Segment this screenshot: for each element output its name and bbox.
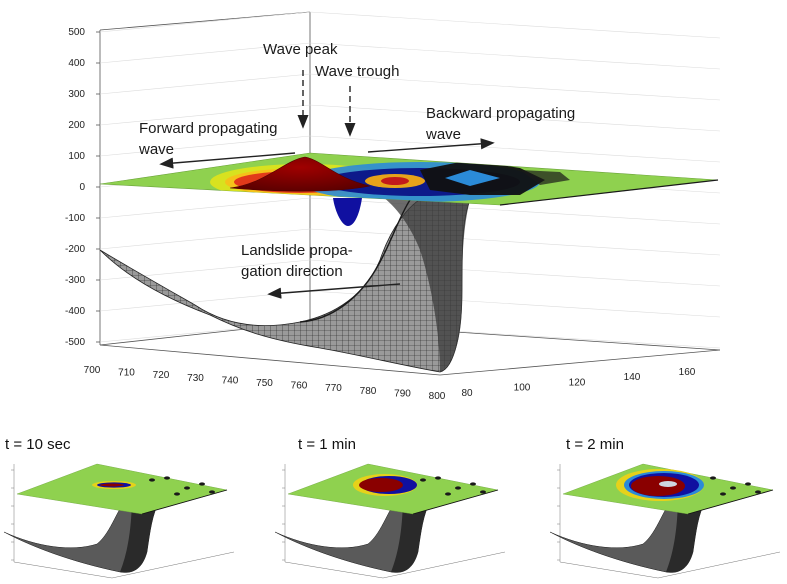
x-tick-label: 800 xyxy=(429,391,446,402)
wave-trough-shape xyxy=(333,198,362,226)
y-tick-label: 160 xyxy=(679,367,696,378)
x-tick-label: 790 xyxy=(394,388,411,399)
z-tick-label: 400 xyxy=(68,58,85,69)
z-tick-label: -200 xyxy=(65,244,85,255)
y-tick-label: 100 xyxy=(514,383,531,394)
z-tick-label: 300 xyxy=(68,89,85,100)
z-tick-label: -300 xyxy=(65,275,85,286)
grid-line xyxy=(99,73,311,95)
grid-line xyxy=(309,104,721,132)
mini-island xyxy=(745,482,751,486)
x-tick-label: 770 xyxy=(325,383,342,394)
z-tick-label: 0 xyxy=(79,182,85,193)
x-tick-label: 740 xyxy=(222,375,239,386)
backward-wave-arrow xyxy=(367,138,495,153)
mini-island xyxy=(164,476,170,480)
wave-trough-label: Wave trough xyxy=(315,63,400,80)
grid-line xyxy=(99,135,311,157)
x-tick-label: 730 xyxy=(187,373,204,384)
y-axis-ticks: 80 100 120 140 160 xyxy=(461,367,695,399)
landslide-label-line2: gation direction xyxy=(241,263,343,280)
snapshot-title-10sec: t = 10 sec xyxy=(5,436,71,453)
x-tick-label: 710 xyxy=(118,368,135,379)
mini-island xyxy=(730,486,736,490)
z-tick-label: 500 xyxy=(68,27,85,38)
landslide-label-line1: Landslide propa- xyxy=(241,242,353,259)
mini-axis xyxy=(284,561,384,579)
mini-wave-crest-foam xyxy=(659,481,677,487)
z-tick-label: 200 xyxy=(68,120,85,131)
mini-island xyxy=(720,492,726,496)
mini-plane-edge xyxy=(412,489,499,515)
mini-plane-edge xyxy=(687,489,774,515)
y-tick-label: 120 xyxy=(569,377,586,388)
snapshot-panel-10sec xyxy=(3,463,235,579)
mini-wave-peak xyxy=(100,483,124,487)
mini-island xyxy=(470,482,476,486)
mini-plane-edge xyxy=(141,489,228,515)
x-tick-label: 750 xyxy=(256,378,273,389)
mini-island xyxy=(199,482,205,486)
grid-line xyxy=(99,197,311,219)
x-tick-label: 700 xyxy=(84,365,101,376)
mini-island xyxy=(755,490,761,494)
mini-island xyxy=(435,476,441,480)
mini-island xyxy=(480,490,486,494)
forward-wave-label-line1: Forward propagating xyxy=(139,120,277,137)
backward-wave-label-line2: wave xyxy=(425,126,461,143)
mini-island xyxy=(455,486,461,490)
mini-wave-peak xyxy=(631,476,685,496)
y-tick-label: 80 xyxy=(461,388,473,399)
z-tick-label: 100 xyxy=(68,151,85,162)
y-tick-label: 140 xyxy=(624,372,641,383)
forward-wave-label-line2: wave xyxy=(138,141,174,158)
annotation-arrows xyxy=(159,70,495,299)
mini-island xyxy=(710,476,716,480)
backward-wave-label-line1: Backward propagating xyxy=(426,105,575,122)
forward-wave-arrow xyxy=(159,152,296,169)
mini-island xyxy=(420,478,426,482)
grid-line xyxy=(99,104,311,126)
mini-island xyxy=(149,478,155,482)
mini-axis xyxy=(111,551,235,579)
main-3d-plot: 500 400 300 200 100 0 -100 -200 -300 -400 -500 700… xyxy=(65,11,721,402)
wave-peak-shape xyxy=(229,156,371,192)
grid-line xyxy=(309,135,721,163)
grid-line xyxy=(309,42,721,70)
grid-line xyxy=(309,11,721,39)
snapshot-title-2min: t = 2 min xyxy=(566,436,624,453)
z-tick-label: -400 xyxy=(65,306,85,317)
mini-island xyxy=(209,490,215,494)
mini-axis xyxy=(382,551,506,579)
z-tick-label: -100 xyxy=(65,213,85,224)
snapshot-panel-1min xyxy=(274,463,506,579)
z-axis-ticks: 500 400 300 200 100 0 -100 -200 -300 -400 -500 xyxy=(65,27,100,348)
x-tick-label: 720 xyxy=(153,370,170,381)
landslide-direction-arrow xyxy=(267,283,401,299)
grid-line xyxy=(99,11,311,33)
mini-wave-peak xyxy=(359,478,403,492)
mini-sea-surface xyxy=(16,463,228,515)
x-axis-ticks: 700 710 720 730 740 750 760 770 780 790 800 xyxy=(84,365,446,402)
grid-line xyxy=(309,228,721,256)
mini-axis xyxy=(657,551,781,579)
mini-axis xyxy=(13,561,113,579)
grid-line xyxy=(309,197,721,225)
x-tick-label: 780 xyxy=(360,386,377,397)
landslide-slope-surface xyxy=(99,194,471,373)
grid-line xyxy=(99,42,311,64)
snapshot-title-1min: t = 1 min xyxy=(298,436,356,453)
snapshot-panel-2min xyxy=(549,463,781,579)
grid-line xyxy=(309,73,721,101)
x-tick-label: 760 xyxy=(291,381,308,392)
mini-island xyxy=(174,492,180,496)
mini-island xyxy=(184,486,190,490)
z-tick-label: -500 xyxy=(65,337,85,348)
mini-island xyxy=(445,492,451,496)
grid-line xyxy=(99,228,311,250)
wave-peak-label: Wave peak xyxy=(263,41,338,58)
mini-axis xyxy=(559,561,659,579)
